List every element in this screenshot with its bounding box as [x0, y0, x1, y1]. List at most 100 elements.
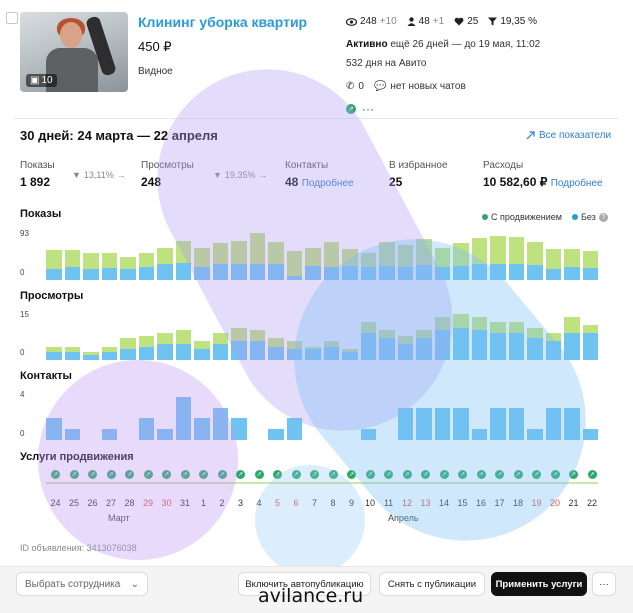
- help-icon[interactable]: ?: [598, 212, 608, 222]
- promo-active-icon[interactable]: ↗: [180, 470, 190, 479]
- promo-active-icon[interactable]: ↗: [106, 470, 116, 479]
- promo-active-icon[interactable]: ↗: [513, 470, 523, 479]
- chart-bar[interactable]: [471, 429, 487, 440]
- listing-title[interactable]: Клининг уборка квартир: [138, 14, 308, 30]
- chart-bar[interactable]: [64, 346, 80, 360]
- promo-active-icon[interactable]: ↗: [476, 470, 486, 479]
- chart-bar[interactable]: [175, 396, 191, 440]
- chart-bar[interactable]: [490, 322, 506, 360]
- chart-bar[interactable]: [231, 327, 247, 360]
- promo-active-icon[interactable]: ↗: [199, 470, 208, 479]
- chart-bar[interactable]: [434, 316, 450, 360]
- chart-bar[interactable]: [453, 314, 469, 360]
- chart-bar[interactable]: [231, 418, 247, 440]
- chart-bar[interactable]: [194, 247, 210, 280]
- chart-bar[interactable]: [471, 237, 487, 280]
- chart-bar[interactable]: [582, 250, 598, 280]
- chart-bar[interactable]: [83, 351, 99, 360]
- auto-publish-button[interactable]: Включить автопубликацию: [238, 572, 371, 596]
- promo-active-icon[interactable]: ↗: [569, 470, 578, 479]
- all-metrics-link[interactable]: Все показатели: [526, 130, 611, 141]
- chart-bar[interactable]: [194, 418, 210, 440]
- chart-bar[interactable]: [249, 330, 265, 360]
- chart-bar[interactable]: [545, 407, 561, 440]
- chart-bar[interactable]: [582, 324, 598, 360]
- chart-bar[interactable]: [46, 250, 62, 280]
- chart-bar[interactable]: [194, 341, 210, 360]
- chart-bar[interactable]: [138, 253, 154, 280]
- contacts-details-link[interactable]: Подробнее: [301, 178, 354, 189]
- chart-bar[interactable]: [46, 346, 62, 360]
- apply-services-button[interactable]: Применить услуги: [491, 572, 587, 596]
- chart-bar[interactable]: [249, 232, 265, 280]
- chart-bar[interactable]: [120, 257, 136, 280]
- chart-bar[interactable]: [268, 338, 284, 360]
- listing-more-button[interactable]: ···: [362, 102, 374, 116]
- chart-bar[interactable]: [231, 241, 247, 280]
- chats-stat[interactable]: 💬 нет новых чатов: [373, 81, 466, 92]
- promo-active-icon[interactable]: ↗: [217, 470, 227, 479]
- chart-bar[interactable]: [490, 407, 506, 440]
- expenses-details-link[interactable]: Подробнее: [550, 178, 603, 189]
- chart-bar[interactable]: [416, 407, 432, 440]
- chart-bar[interactable]: [268, 242, 284, 280]
- promo-active-icon[interactable]: ↗: [532, 470, 541, 479]
- promo-active-icon[interactable]: ↗: [51, 470, 60, 479]
- select-checkbox[interactable]: [6, 12, 18, 24]
- chart-bar[interactable]: [360, 322, 376, 360]
- chart-bar[interactable]: [545, 333, 561, 360]
- chart-bar[interactable]: [175, 330, 191, 360]
- chart-bar[interactable]: [101, 253, 117, 280]
- promo-active-icon[interactable]: ↗: [439, 470, 449, 479]
- chart-bar[interactable]: [157, 333, 173, 360]
- promo-active-icon[interactable]: ↗: [236, 470, 245, 479]
- promo-active-icon[interactable]: ↗: [125, 470, 134, 479]
- promo-active-icon[interactable]: ↗: [273, 470, 282, 479]
- chart-bar[interactable]: [397, 407, 413, 440]
- chart-bar[interactable]: [120, 338, 136, 360]
- chart-bar[interactable]: [286, 418, 302, 440]
- chart-bar[interactable]: [342, 248, 358, 280]
- chart-bar[interactable]: [64, 429, 80, 440]
- chart-bar[interactable]: [453, 243, 469, 280]
- chart-bar[interactable]: [416, 330, 432, 360]
- employee-select[interactable]: Выбрать сотрудника ⌄: [16, 572, 148, 596]
- chart-bar[interactable]: [490, 235, 506, 280]
- chart-bar[interactable]: [416, 238, 432, 280]
- promo-active-icon[interactable]: ↗: [254, 470, 264, 479]
- promo-active-icon[interactable]: ↗: [310, 470, 319, 479]
- chart-bar[interactable]: [46, 418, 62, 440]
- chart-bar[interactable]: [527, 327, 543, 360]
- promo-active-icon[interactable]: ↗: [162, 470, 171, 479]
- chart-bar[interactable]: [268, 429, 284, 440]
- promo-active-icon[interactable]: ↗: [402, 470, 412, 479]
- chart-bar[interactable]: [83, 253, 99, 280]
- unpublish-button[interactable]: Снять с публикации: [379, 572, 485, 596]
- chart-bar[interactable]: [212, 243, 228, 280]
- chart-bar[interactable]: [64, 249, 80, 280]
- chart-bar[interactable]: [101, 346, 117, 360]
- promo-active-icon[interactable]: ↗: [347, 470, 356, 479]
- promo-active-icon[interactable]: ↗: [458, 470, 467, 479]
- promo-active-icon[interactable]: ↗: [328, 470, 338, 479]
- chart-bar[interactable]: [508, 322, 524, 360]
- chart-bar[interactable]: [323, 242, 339, 280]
- chart-bar[interactable]: [397, 335, 413, 360]
- listing-photo[interactable]: ▣ 10: [20, 12, 128, 92]
- promo-active-icon[interactable]: ↗: [421, 470, 430, 479]
- chart-bar[interactable]: [508, 407, 524, 440]
- chart-bar[interactable]: [286, 250, 302, 280]
- chart-bar[interactable]: [101, 429, 117, 440]
- chart-bar[interactable]: [175, 241, 191, 280]
- chart-bar[interactable]: [360, 253, 376, 280]
- chart-bar[interactable]: [157, 247, 173, 280]
- chart-bar[interactable]: [471, 316, 487, 360]
- promo-active-icon[interactable]: ↗: [495, 470, 504, 479]
- promo-active-icon[interactable]: ↗: [365, 470, 375, 479]
- promo-active-icon[interactable]: ↗: [587, 470, 597, 479]
- chart-bar[interactable]: [379, 330, 395, 360]
- chart-bar[interactable]: [138, 335, 154, 360]
- chart-bar[interactable]: [564, 407, 580, 440]
- chart-bar[interactable]: [305, 346, 321, 360]
- chart-bar[interactable]: [323, 341, 339, 360]
